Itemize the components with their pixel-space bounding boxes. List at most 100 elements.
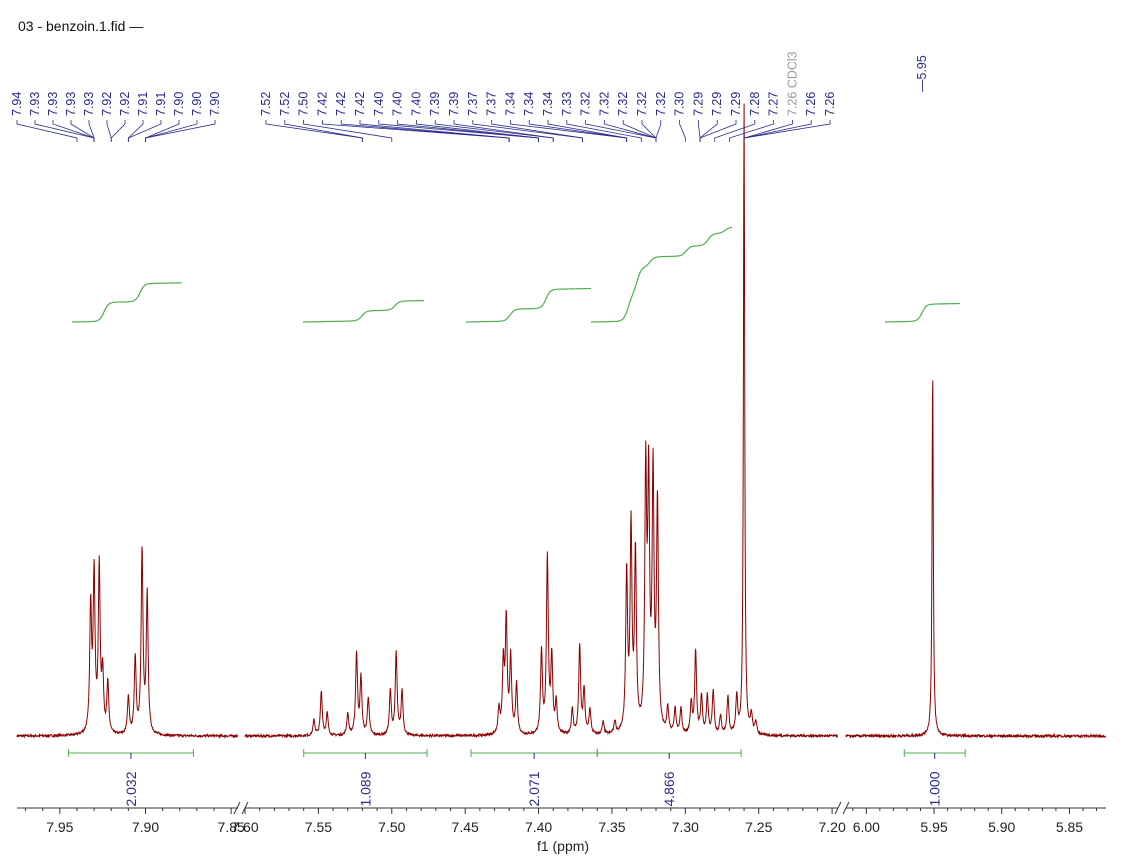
integral-curves (71, 226, 961, 323)
integral-value: 1.000 (927, 771, 943, 806)
peak-label: 7.91 (136, 92, 150, 116)
peak-label: 7.93 (28, 92, 42, 116)
peak-label-leader (699, 120, 737, 142)
peak-label: 7.34 (541, 92, 555, 116)
peak-label: 7.32 (654, 92, 668, 116)
peak-label: 7.34 (503, 92, 517, 116)
peak-label: 7.92 (100, 92, 114, 116)
peak-label: 7.37 (485, 92, 499, 116)
axis-break-mark (241, 801, 249, 815)
peak-label: 7.34 (522, 92, 536, 116)
peak-label-leader (641, 120, 657, 142)
peak-label: 7.29 (691, 92, 705, 116)
peak-label-leader (528, 120, 628, 142)
tick-label: 7.55 (305, 819, 332, 835)
tick-label: 7.50 (378, 819, 405, 835)
peak-label-leader (378, 120, 539, 142)
peak-labels: 7.94 7.93 7.93 7.93 7.93 7.92 7.92 7.91 7.91 7.90… (10, 51, 929, 142)
peak-label: 7.39 (428, 92, 442, 116)
peak-label: 7.30 (673, 92, 687, 116)
axis-break-mark (233, 801, 241, 815)
peak-label: 7.52 (259, 92, 273, 116)
peak-label-leader (359, 120, 510, 142)
peak-label: 7.93 (64, 92, 78, 116)
peak-label: 7.90 (190, 92, 204, 116)
peak-label: 7.42 (353, 92, 367, 116)
integral-curve (590, 226, 733, 323)
peak-label-leader (604, 120, 657, 142)
integral-value: 2.071 (526, 771, 542, 806)
peak-label-leader (743, 120, 812, 142)
peak-label: 7.32 (635, 92, 649, 116)
peak-label-leader (88, 120, 95, 142)
tick-label: 7.20 (819, 819, 846, 835)
peak-label-leader (728, 120, 774, 142)
spectrum-trace (244, 103, 839, 739)
peak-label-leader (547, 120, 628, 142)
peak-label-leader (322, 120, 510, 142)
spectrum-traces (16, 103, 1107, 740)
peak-label-leader (52, 120, 95, 142)
peak-label-leader (127, 120, 144, 142)
peak-label: 7.94 (10, 92, 24, 116)
peak-label: 7.26 CDCl3 (785, 51, 799, 116)
tick-label: 7.85 (218, 819, 245, 835)
peak-label: —5.95 (915, 55, 929, 92)
integral-curve (884, 302, 961, 323)
peak-label-leader (622, 120, 657, 142)
peak-label-leader (714, 120, 756, 142)
peak-label: 7.37 (466, 92, 480, 116)
tick-label: 5.95 (920, 819, 947, 835)
peak-label-leader (127, 120, 162, 142)
peak-label-leader (743, 120, 831, 142)
peak-label: 7.93 (46, 92, 60, 116)
peak-label-leader (416, 120, 539, 142)
peak-label: 7.32 (597, 92, 611, 116)
spectrum-title: 03 - benzoin.1.fid — (18, 18, 144, 34)
integral-value: 1.089 (357, 771, 373, 806)
axis-break-mark (834, 801, 842, 815)
tick-label: 6.00 (853, 819, 880, 835)
peak-label: 7.32 (616, 92, 630, 116)
integral-value: 4.866 (661, 771, 677, 806)
peak-label-leader (110, 120, 126, 142)
peak-label: 7.39 (447, 92, 461, 116)
peak-label-leader (679, 120, 686, 142)
peak-label: 7.40 (372, 92, 386, 116)
integral-value: 2.032 (123, 771, 139, 806)
tick-label: 7.90 (132, 819, 159, 835)
spectrum-trace (845, 380, 1107, 740)
peak-label: 7.40 (409, 92, 423, 116)
peak-label: 7.93 (82, 92, 96, 116)
peak-label-leader (566, 120, 642, 142)
peak-label-leader (303, 120, 393, 142)
tick-label: 7.45 (452, 819, 479, 835)
peak-label: 7.40 (391, 92, 405, 116)
tick-label: 5.85 (1056, 819, 1083, 835)
x-axis-label: f1 (ppm) (537, 838, 589, 854)
axis-break-mark (842, 801, 850, 815)
peak-label-leader (655, 120, 662, 142)
integral-curve (465, 287, 592, 323)
peak-label-leader (453, 120, 554, 142)
x-axis: 7.95 7.90 7.857.60 7.55 7.50 7.45 7.40 7.35 7.30… (17, 801, 1106, 835)
peak-label: 7.29 (710, 92, 724, 116)
peak-label-leader (585, 120, 657, 142)
tick-label: 7.25 (745, 819, 772, 835)
peak-label: 7.42 (334, 92, 348, 116)
peak-label: 7.92 (118, 92, 132, 116)
tick-label: 7.40 (525, 819, 552, 835)
peak-label-leader (106, 120, 112, 142)
tick-label: 7.95 (46, 819, 73, 835)
integral-curve (302, 299, 425, 323)
peak-label: 7.91 (154, 92, 168, 116)
peak-label-leader (34, 120, 95, 142)
integral-brackets: 2.032 1.089 2.071 4.866 1.000 (67, 749, 966, 807)
peak-label: 7.90 (208, 92, 222, 116)
peak-label: 7.29 (729, 92, 743, 116)
peak-label-leader (491, 120, 583, 142)
peak-label: 7.26 (823, 92, 837, 116)
peak-label: 7.52 (278, 92, 292, 116)
peak-label-leader (284, 120, 363, 142)
